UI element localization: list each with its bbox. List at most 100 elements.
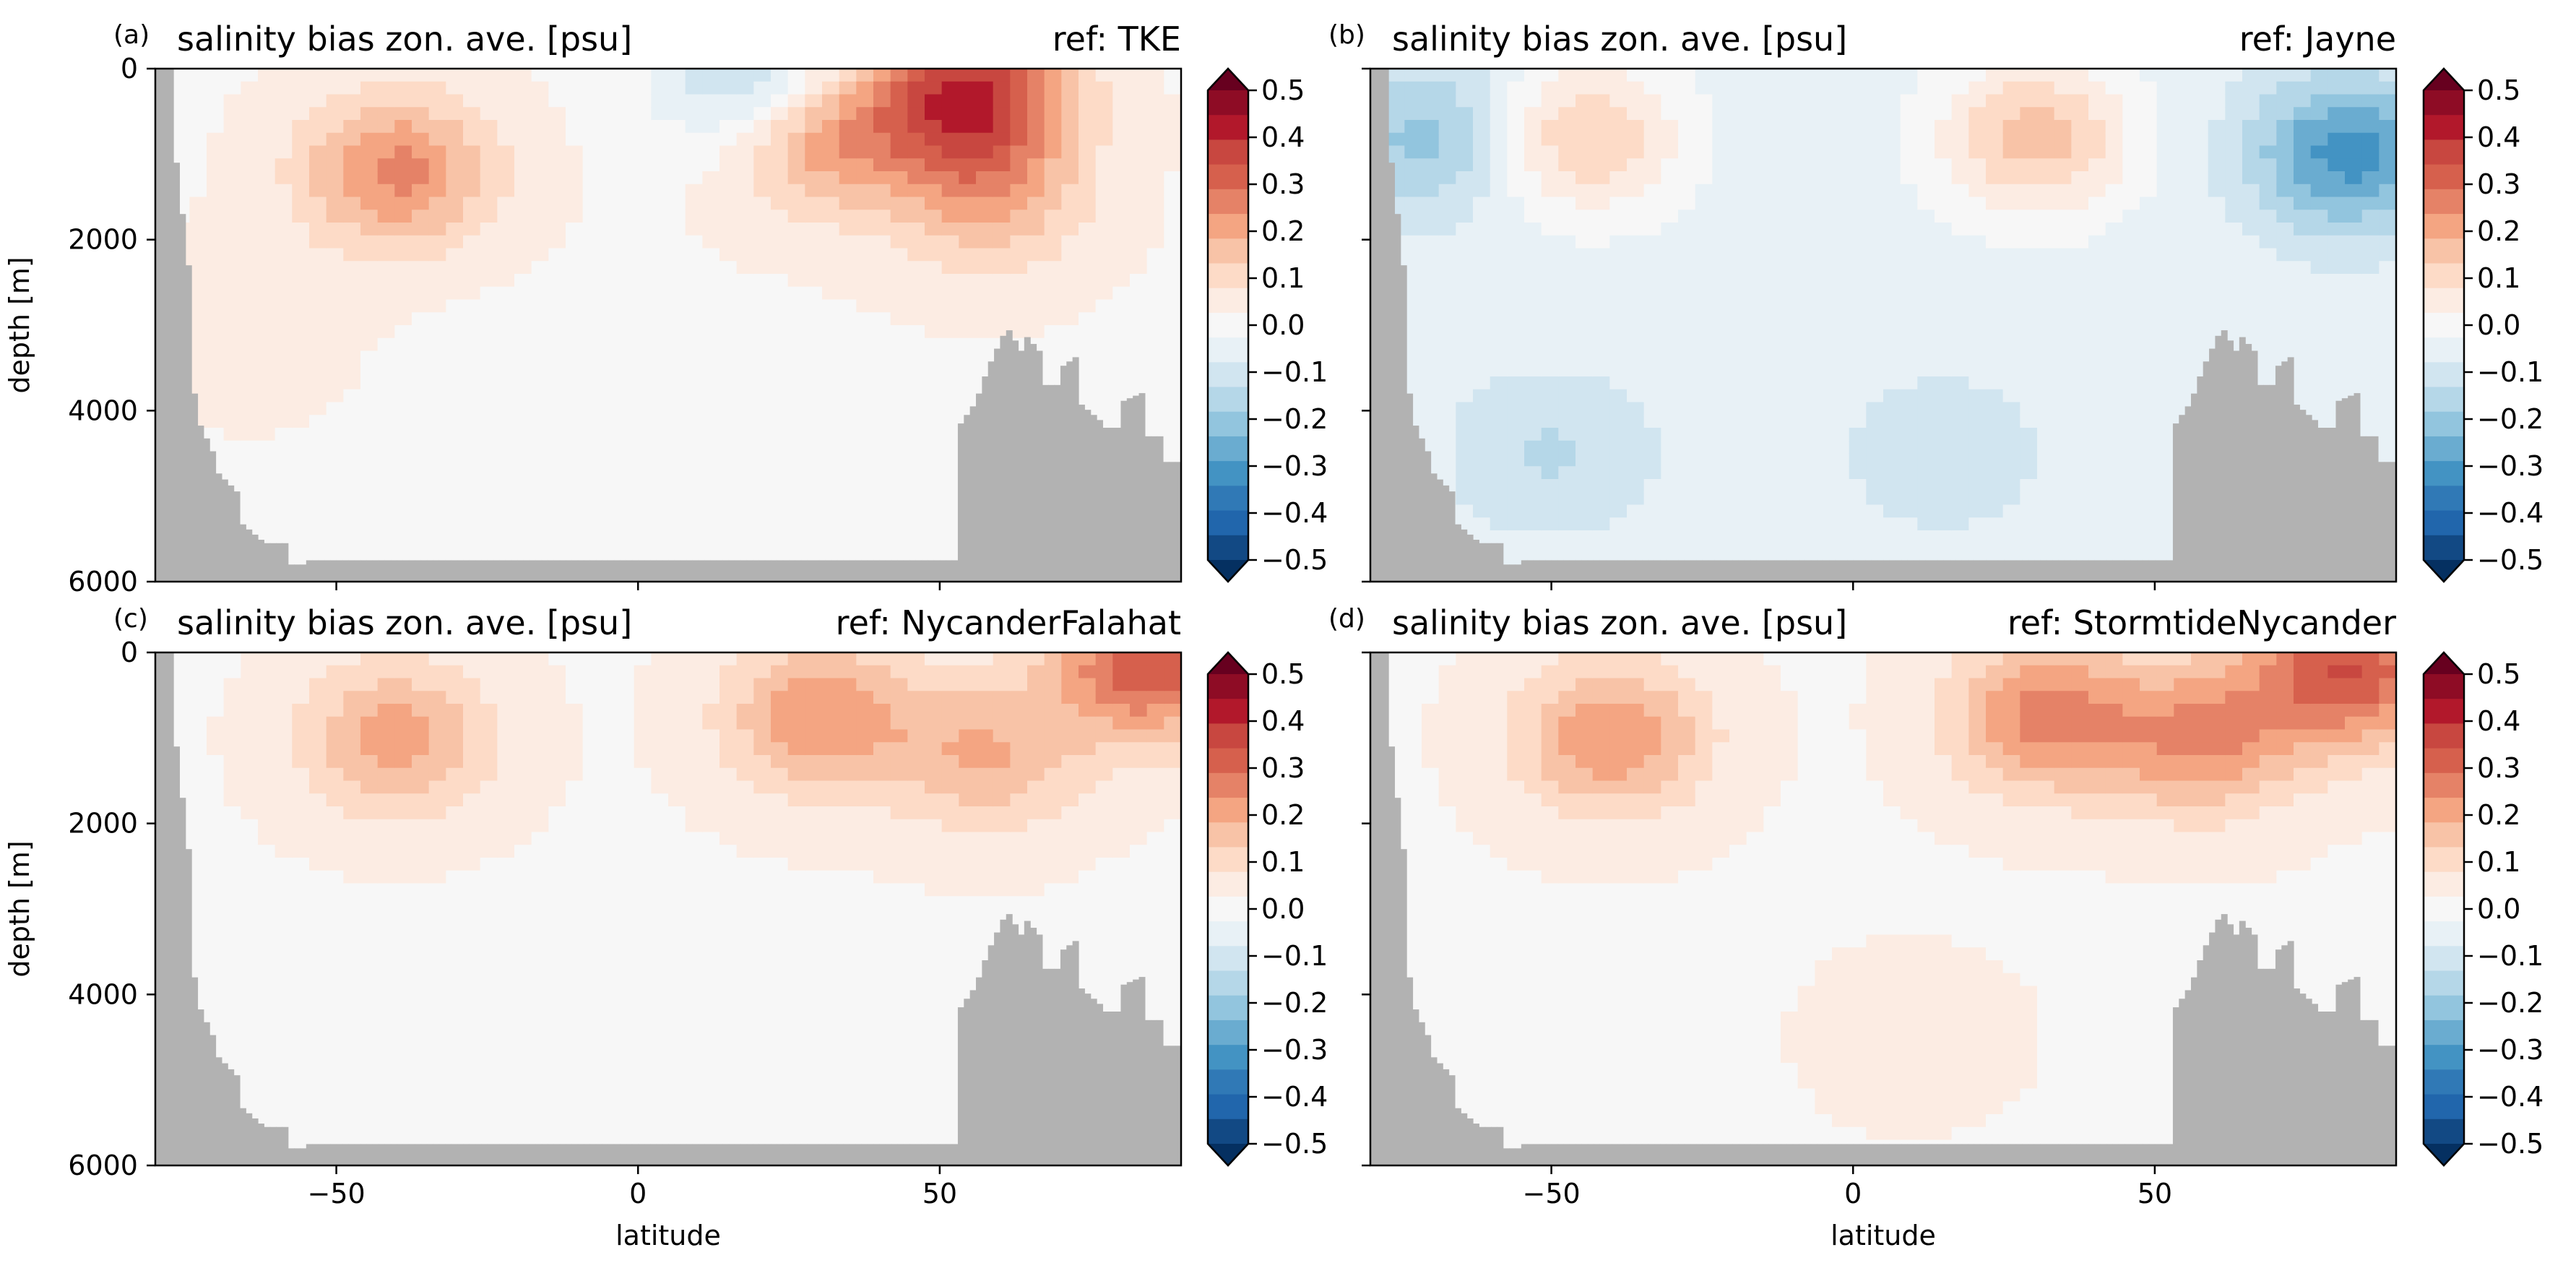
heatmap-cell [634, 107, 652, 121]
heatmap-cell [736, 415, 754, 428]
heatmap-cell [771, 132, 789, 147]
heatmap-cell [1815, 350, 1833, 364]
heatmap-cell [685, 210, 703, 223]
heatmap-cell [2191, 286, 2209, 301]
heatmap-cell [223, 197, 241, 210]
heatmap-cell [634, 132, 652, 147]
heatmap-cell [1746, 491, 1764, 506]
heatmap-cell [856, 440, 874, 454]
heatmap-cell [2276, 94, 2294, 108]
heatmap-cell [925, 325, 943, 339]
heatmap-cell [292, 299, 310, 313]
seabed-column [1066, 361, 1073, 582]
heatmap-cell [258, 107, 276, 121]
heatmap-cell [805, 530, 823, 544]
heatmap-cell [2140, 274, 2158, 288]
heatmap-cell [787, 223, 805, 236]
heatmap-cell [1917, 428, 1935, 441]
colorbar-tick-label: −0.1 [1261, 356, 1328, 388]
heatmap-cell [617, 530, 635, 544]
heatmap-cell [907, 389, 925, 403]
heatmap-cell [2361, 325, 2380, 339]
heatmap-cell [582, 376, 600, 390]
heatmap-cell [1404, 197, 1422, 210]
heatmap-cell [2140, 504, 2158, 518]
heatmap-cell [1781, 428, 1799, 441]
heatmap-cell [1678, 491, 1696, 506]
heatmap-cell [2294, 248, 2312, 262]
heatmap-cell [2225, 248, 2243, 262]
heatmap-cell [1592, 453, 1610, 467]
heatmap-cell [2140, 120, 2158, 134]
heatmap-cell [1746, 299, 1764, 313]
heatmap-cell [822, 210, 840, 223]
heatmap-cell [1524, 158, 1542, 172]
heatmap-cell [2002, 491, 2020, 506]
heatmap-cell [925, 428, 943, 441]
heatmap-cell [1883, 389, 1901, 403]
heatmap-cell [497, 107, 515, 121]
heatmap-cell [428, 350, 446, 364]
colorbar-bin [1208, 139, 1248, 165]
seabed-column [553, 560, 561, 582]
heatmap-cell [343, 210, 361, 223]
heatmap-cell [1935, 543, 1953, 557]
heatmap-cell [1797, 69, 1815, 82]
heatmap-cell [1507, 120, 1525, 134]
panel-label: (a) [113, 20, 150, 50]
heatmap-cell [2259, 235, 2277, 249]
heatmap-cell [1866, 235, 1884, 249]
heatmap-cell [2071, 145, 2089, 159]
heatmap-cell [1935, 274, 1953, 288]
heatmap-cell [1044, 81, 1062, 95]
heatmap-cell [1900, 274, 1918, 288]
heatmap-cell [548, 132, 566, 147]
heatmap-cell [1507, 504, 1525, 518]
heatmap-cell [1044, 145, 1062, 159]
heatmap-cell [463, 274, 481, 288]
heatmap-cell [2276, 132, 2294, 147]
heatmap-cell [1079, 274, 1097, 288]
heatmap-cell [2191, 235, 2209, 249]
heatmap-cell [1917, 274, 1935, 288]
heatmap-cell [1558, 491, 1576, 506]
heatmap-cell [1095, 286, 1113, 301]
heatmap-cell [309, 94, 327, 108]
heatmap-cell [241, 107, 259, 121]
heatmap-cell [1729, 286, 1747, 301]
heatmap-cell [668, 145, 686, 159]
heatmap-cell [1883, 453, 1901, 467]
heatmap-cell [1986, 94, 2004, 108]
heatmap-cell [1968, 466, 1987, 480]
heatmap-cell [1422, 94, 1440, 108]
heatmap-cell [771, 158, 789, 172]
heatmap-cell [1130, 158, 1148, 172]
heatmap-cell [1763, 312, 1781, 326]
heatmap-cell [2020, 107, 2038, 121]
heatmap-cell [343, 543, 361, 557]
heatmap-cell [548, 389, 566, 403]
heatmap-cell [258, 325, 276, 339]
panel-title: salinity bias zon. ave. [psu] [177, 20, 632, 59]
heatmap-cell [2037, 132, 2055, 147]
heatmap-cell [172, 94, 190, 108]
heatmap-cell [753, 504, 771, 518]
heatmap-cell [2002, 235, 2020, 249]
heatmap-cell [617, 504, 635, 518]
heatmap-cell [2002, 543, 2020, 557]
heatmap-cell [258, 197, 276, 210]
heatmap-cell [1112, 69, 1131, 82]
heatmap-cell [787, 415, 805, 428]
seabed-column [209, 451, 217, 582]
heatmap-cell [428, 107, 446, 121]
heatmap-cell [839, 389, 857, 403]
heatmap-cell [1729, 94, 1747, 108]
heatmap-cell [1781, 453, 1799, 467]
heatmap-cell [1112, 171, 1131, 185]
heatmap-cell [189, 120, 207, 134]
heatmap-cell [566, 491, 584, 506]
heatmap-cell [275, 466, 293, 480]
heatmap-cell [1866, 389, 1884, 403]
heatmap-cell [531, 286, 549, 301]
heatmap-cell [890, 274, 908, 288]
